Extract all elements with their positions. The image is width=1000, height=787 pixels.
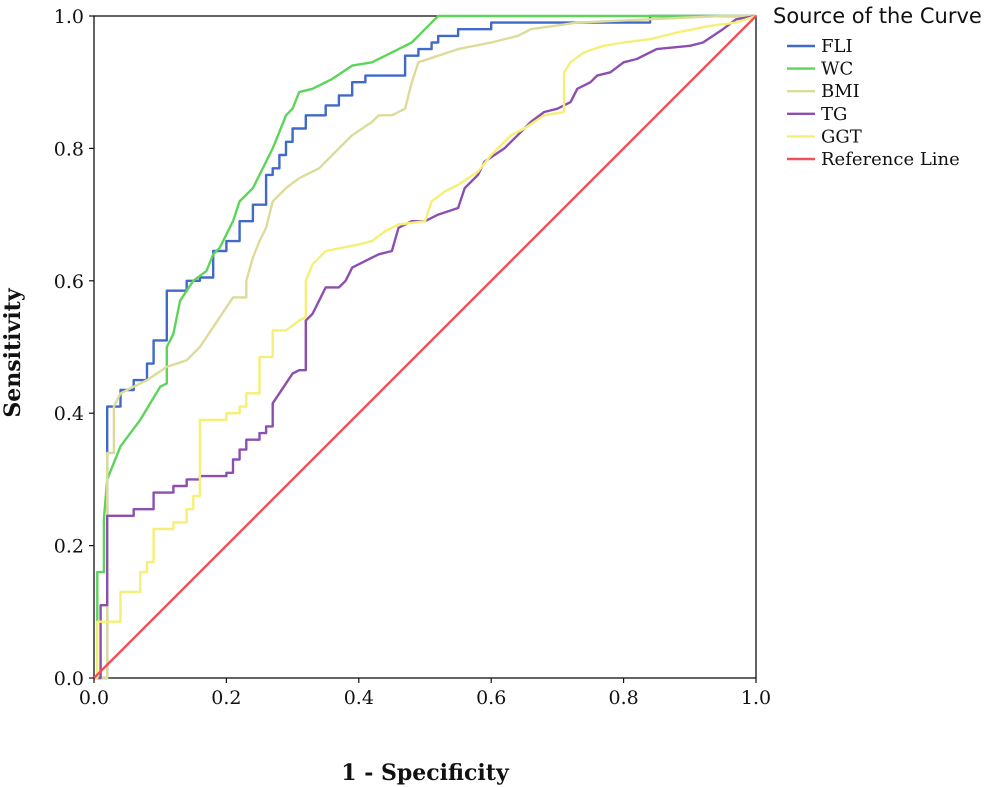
legend-label-bmi: BMI [821, 81, 860, 102]
y-tick-label: 0.4 [54, 403, 84, 425]
legend-title: Source of the Curve [773, 4, 982, 28]
curves-group [93, 14, 757, 680]
x-tick-label: 0.0 [79, 687, 109, 709]
legend: Source of the Curve FLIWCBMITGGGTReferen… [773, 4, 982, 170]
x-tick-label: 0.8 [608, 687, 638, 709]
legend-label-ggt: GGT [821, 126, 862, 147]
legend-label-fli: FLI [821, 36, 853, 57]
series-line-ggt [94, 14, 757, 680]
legend-label-reference-line: Reference Line [821, 149, 960, 170]
x-tick-label: 0.6 [476, 687, 506, 709]
series-line-bmi [94, 14, 756, 680]
series-line-fli [94, 14, 756, 680]
series-line-wc [94, 14, 756, 680]
x-tick-label: 1.0 [741, 687, 771, 709]
y-tick-label: 0.2 [54, 536, 84, 558]
legend-label-tg: TG [821, 104, 847, 125]
legend-label-wc: WC [821, 59, 853, 80]
x-axis-title: 1 - Specificity [341, 760, 510, 786]
y-tick-label: 1.0 [54, 6, 84, 28]
x-tick-label: 0.2 [211, 687, 241, 709]
y-axis-ticks: 0.0 0.2 0.4 0.6 0.8 1.0 [54, 6, 94, 690]
y-tick-label: 0.0 [54, 668, 84, 690]
series-line-reference-line [93, 15, 757, 679]
x-axis-ticks: 0.0 0.2 0.4 0.6 0.8 1.0 [79, 678, 771, 709]
x-tick-label: 0.4 [344, 687, 374, 709]
series-line-tg [94, 14, 757, 680]
y-tick-label: 0.8 [54, 138, 84, 160]
y-tick-label: 0.6 [54, 271, 84, 293]
y-axis-title: Sensitivity [0, 287, 26, 417]
